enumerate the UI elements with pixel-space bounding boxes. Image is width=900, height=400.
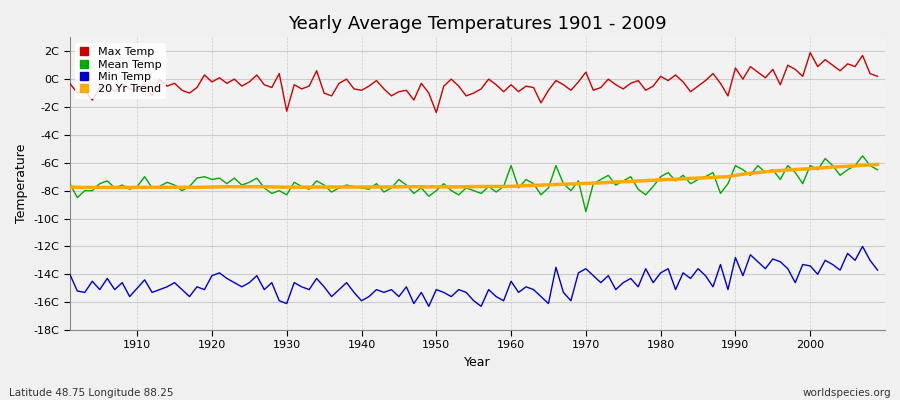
Text: Latitude 48.75 Longitude 88.25: Latitude 48.75 Longitude 88.25: [9, 388, 174, 398]
Y-axis label: Temperature: Temperature: [15, 144, 28, 223]
Title: Yearly Average Temperatures 1901 - 2009: Yearly Average Temperatures 1901 - 2009: [288, 15, 667, 33]
X-axis label: Year: Year: [464, 356, 491, 369]
Legend: Max Temp, Mean Temp, Min Temp, 20 Yr Trend: Max Temp, Mean Temp, Min Temp, 20 Yr Tre…: [76, 43, 166, 99]
Text: worldspecies.org: worldspecies.org: [803, 388, 891, 398]
